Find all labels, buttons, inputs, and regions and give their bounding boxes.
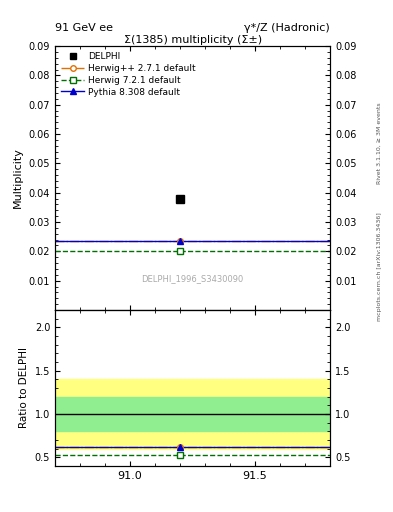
Bar [55,397,330,431]
Text: mcplots.cern.ch [arXiv:1306.3436]: mcplots.cern.ch [arXiv:1306.3436] [377,212,382,321]
Text: Rivet 3.1.10, ≥ 3M events: Rivet 3.1.10, ≥ 3M events [377,102,382,184]
Y-axis label: Ratio to DELPHI: Ratio to DELPHI [19,348,29,429]
Bar [55,379,330,449]
Title: Σ(1385) multiplicity (Σ±): Σ(1385) multiplicity (Σ±) [123,35,262,45]
Text: DELPHI_1996_S3430090: DELPHI_1996_S3430090 [141,274,244,283]
Text: γ*/Z (Hadronic): γ*/Z (Hadronic) [244,23,330,33]
Legend: DELPHI, Herwig++ 2.7.1 default, Herwig 7.2.1 default, Pythia 8.308 default: DELPHI, Herwig++ 2.7.1 default, Herwig 7… [59,51,198,98]
Y-axis label: Multiplicity: Multiplicity [13,147,23,208]
Text: 91 GeV ee: 91 GeV ee [55,23,113,33]
